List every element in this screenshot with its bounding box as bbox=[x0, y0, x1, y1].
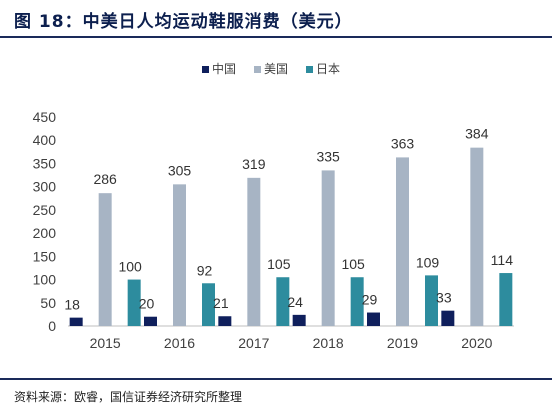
y-tick-label-7: 350 bbox=[33, 155, 57, 171]
data-label-1-3: 335 bbox=[316, 148, 340, 164]
data-label-0-0: 18 bbox=[64, 297, 80, 313]
legend-swatch-1 bbox=[254, 66, 261, 73]
bar-0-5 bbox=[441, 310, 455, 326]
bar-series-group bbox=[69, 147, 513, 326]
y-tick-label-8: 400 bbox=[33, 132, 57, 148]
bar-1-4 bbox=[396, 157, 409, 326]
data-label-1-1: 305 bbox=[168, 162, 192, 178]
bar-1-3 bbox=[321, 170, 335, 326]
bar-2-0 bbox=[127, 279, 141, 326]
bar-2-2 bbox=[276, 277, 290, 326]
y-tick-label-5: 250 bbox=[33, 202, 57, 218]
bar-0-1 bbox=[144, 316, 157, 326]
x-tick-label-3: 2018 bbox=[313, 335, 344, 351]
data-label-2-5: 114 bbox=[491, 252, 514, 268]
data-label-0-2: 21 bbox=[213, 295, 229, 311]
data-label-0-4: 29 bbox=[362, 292, 378, 308]
chart-legend: 中国 美国 日本 bbox=[202, 61, 340, 76]
source-note: 资料来源：欧睿，国信证券经济研究所整理 bbox=[14, 390, 243, 404]
data-label-2-2: 105 bbox=[267, 256, 291, 272]
y-tick-label-2: 100 bbox=[33, 272, 57, 288]
legend-swatch-2 bbox=[306, 66, 313, 73]
y-tick-label-0: 0 bbox=[48, 318, 56, 334]
bar-0-0 bbox=[69, 317, 83, 326]
bar-0-4 bbox=[367, 312, 380, 326]
bar-2-4 bbox=[425, 275, 438, 326]
bar-2-1 bbox=[202, 283, 215, 326]
source-bar: 资料来源：欧睿，国信证券经济研究所整理 bbox=[0, 378, 552, 415]
y-tick-label-6: 300 bbox=[33, 179, 57, 195]
data-label-1-0: 286 bbox=[93, 171, 117, 187]
bar-1-0 bbox=[98, 193, 112, 326]
data-label-1-5: 384 bbox=[465, 126, 489, 142]
bar-2-3 bbox=[350, 277, 364, 326]
y-tick-label-4: 200 bbox=[33, 225, 57, 241]
bar-2-5 bbox=[499, 273, 513, 326]
x-axis: 2015 2016 2017 2018 2019 2020 bbox=[68, 325, 514, 351]
data-label-2-0: 100 bbox=[118, 259, 142, 275]
legend-swatch-0 bbox=[202, 66, 209, 73]
data-label-2-4: 109 bbox=[416, 254, 440, 270]
x-tick-label-0: 2015 bbox=[90, 335, 121, 351]
legend-label-1: 美国 bbox=[264, 62, 288, 76]
y-tick-label-3: 150 bbox=[33, 248, 57, 264]
legend-label-0: 中国 bbox=[212, 61, 236, 76]
bar-1-5 bbox=[470, 147, 484, 326]
y-tick-label-1: 50 bbox=[40, 295, 56, 311]
bar-0-2 bbox=[218, 316, 232, 326]
y-axis: 0 50 100 150 200 250 300 350 400 450 bbox=[33, 109, 57, 334]
chart-frame: 中国 美国 日本 0 50 100 150 200 250 300 350 400 450 2015 2… bbox=[0, 46, 552, 378]
x-tick-label-5: 2020 bbox=[461, 335, 492, 351]
x-tick-label-2: 2017 bbox=[238, 335, 269, 351]
x-tick-label-4: 2019 bbox=[387, 335, 418, 351]
data-label-1-4: 363 bbox=[391, 135, 415, 151]
bar-1-2 bbox=[247, 177, 261, 326]
legend-label-2: 日本 bbox=[316, 62, 340, 76]
data-label-0-3: 24 bbox=[287, 294, 303, 310]
data-label-0-5: 33 bbox=[436, 290, 452, 306]
figure-title: 图 18：中美日人均运动鞋服消费（美元） bbox=[14, 12, 353, 32]
data-label-2-1: 92 bbox=[197, 262, 213, 278]
bar-0-3 bbox=[292, 314, 306, 326]
x-tick-label-1: 2016 bbox=[164, 335, 195, 351]
data-label-2-3: 105 bbox=[341, 256, 365, 272]
y-tick-label-9: 450 bbox=[33, 109, 57, 125]
bar-1-1 bbox=[173, 184, 186, 326]
data-labels-group: 18 286 100 20 305 92 21 319 105 24 335 105 29 363 109 3… bbox=[64, 126, 513, 313]
data-label-0-1: 20 bbox=[139, 296, 155, 312]
data-label-1-2: 319 bbox=[242, 156, 266, 172]
figure-title-bar: 图 18：中美日人均运动鞋服消费（美元） bbox=[0, 0, 552, 38]
